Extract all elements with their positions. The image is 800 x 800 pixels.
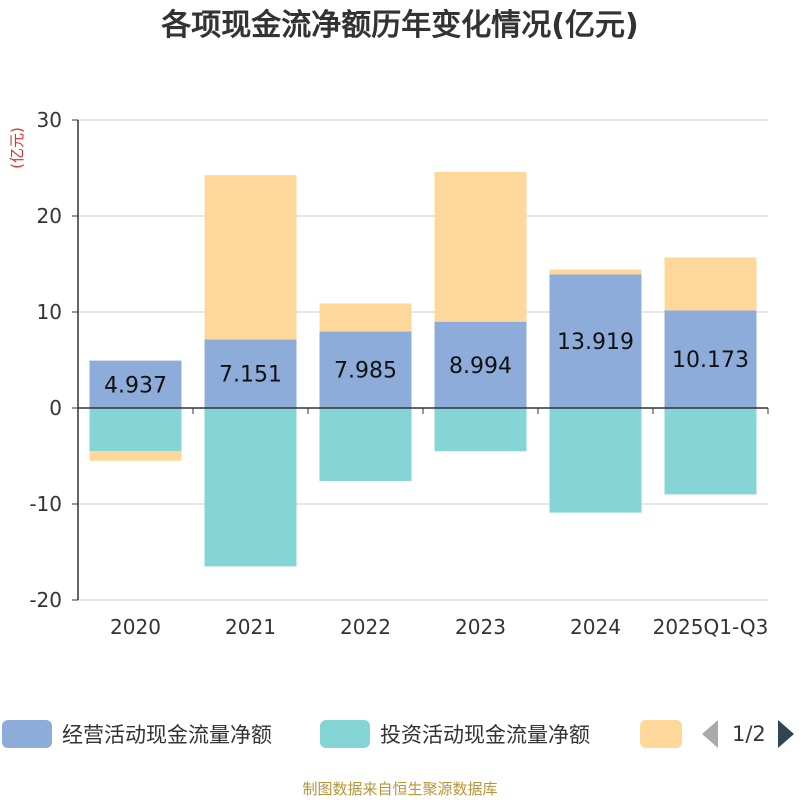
bar-financing[interactable]	[89, 451, 182, 461]
bar-financing[interactable]	[664, 257, 757, 311]
y-tick-label: 0	[49, 396, 62, 420]
bar-investing[interactable]	[434, 408, 527, 452]
x-tick-label: 2022	[340, 615, 391, 639]
x-tick-label: 2024	[570, 615, 621, 639]
data-label-operating: 13.919	[557, 330, 634, 355]
y-tick-label: 10	[37, 300, 62, 324]
legend-swatch-operating	[2, 720, 52, 748]
data-label-operating: 7.151	[219, 363, 282, 388]
legend-swatch-financing	[640, 720, 682, 748]
bar-investing[interactable]	[319, 408, 412, 481]
bar-investing[interactable]	[204, 408, 297, 567]
x-tick-label: 2023	[455, 615, 506, 639]
bar-investing[interactable]	[549, 408, 642, 513]
bar-operating[interactable]	[549, 274, 642, 408]
legend-next-icon[interactable]	[777, 720, 794, 748]
source-footer: 制图数据来自恒生聚源数据库	[302, 780, 498, 798]
y-tick-label: -20	[29, 588, 62, 612]
legend-page-indicator: 1/2	[732, 722, 766, 746]
x-tick-label: 2025Q1-Q3	[653, 615, 769, 639]
bar-financing[interactable]	[204, 175, 297, 340]
legend-item-operating[interactable]: 经营活动现金流量净额	[2, 716, 272, 752]
legend-label-operating: 经营活动现金流量净额	[62, 723, 272, 747]
x-tick-label: 2020	[110, 615, 161, 639]
data-label-operating: 10.173	[672, 348, 749, 373]
bar-operating[interactable]	[204, 339, 297, 408]
chart-title: 各项现金流净额历年变化情况(亿元)	[161, 8, 639, 43]
bar-financing[interactable]	[549, 269, 642, 275]
bar-operating[interactable]	[434, 321, 527, 408]
legend-item-investing[interactable]: 投资活动现金流量净额	[320, 716, 590, 752]
y-tick-label: 20	[37, 204, 62, 228]
bar-operating[interactable]	[89, 360, 182, 408]
y-tick-label: 30	[37, 108, 62, 132]
legend-swatch-investing	[320, 720, 370, 748]
bar-investing[interactable]	[89, 408, 182, 452]
bar-investing[interactable]	[664, 408, 757, 495]
legend-pager: 1/2	[702, 718, 794, 750]
chart-svg: (亿元) 4.937 7.151 7.985 8.994 13.919 10.173 -2…	[8, 108, 769, 639]
bar-financing[interactable]	[319, 303, 412, 332]
bar-financing[interactable]	[434, 171, 527, 322]
y-axis-unit-label: (亿元)	[8, 127, 26, 169]
legend-label-investing: 投资活动现金流量净额	[380, 723, 590, 747]
legend: 经营活动现金流量净额 投资活动现金流量净额 1/2	[0, 716, 800, 756]
legend-item-financing[interactable]	[640, 716, 682, 752]
data-label-operating: 4.937	[104, 373, 167, 398]
y-tick-label: -10	[29, 492, 62, 516]
data-label-operating: 7.985	[334, 359, 397, 384]
bar-operating[interactable]	[664, 310, 757, 408]
data-label-operating: 8.994	[449, 354, 512, 379]
x-tick-label: 2021	[225, 615, 276, 639]
bar-operating[interactable]	[319, 331, 412, 408]
legend-prev-icon[interactable]	[702, 720, 718, 748]
